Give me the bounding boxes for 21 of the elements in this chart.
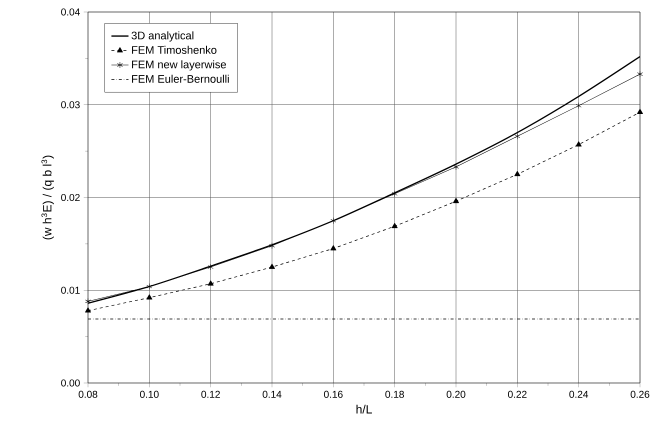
x-tick-label: 0.14: [262, 390, 282, 398]
y-tick-label: 0.04: [61, 8, 80, 16]
y-axis-title: (w h$^{3}$E) / (q b l$^{3}$): [41, 156, 54, 240]
x-tick-label: 0.10: [140, 390, 159, 398]
x-tick-label: 0.16: [324, 390, 343, 398]
y-tick-label: 0.01: [61, 286, 80, 294]
x-tick-label: 0.22: [508, 390, 527, 398]
y-tick-label: 0.03: [61, 101, 80, 108]
x-tick-label: 0.26: [630, 390, 650, 398]
y-tick-label: 0.02: [61, 194, 80, 202]
y-tick-label: 0.00: [61, 379, 80, 387]
x-tick-label: 0.08: [78, 390, 98, 398]
x-axis-title: h/L: [356, 404, 372, 414]
legend-label: FEM new layerwise: [132, 60, 226, 71]
legend-label: FEM Euler-Bernoulli: [132, 74, 229, 83]
legend-label: FEM Timoshenko: [132, 46, 216, 54]
legend-label: 3D analytical: [132, 31, 194, 42]
x-tick-label: 0.18: [385, 390, 404, 398]
x-tick-label: 0.12: [201, 390, 220, 398]
x-tick-label: 0.24: [569, 390, 588, 398]
x-tick-label: 0.20: [446, 390, 466, 398]
